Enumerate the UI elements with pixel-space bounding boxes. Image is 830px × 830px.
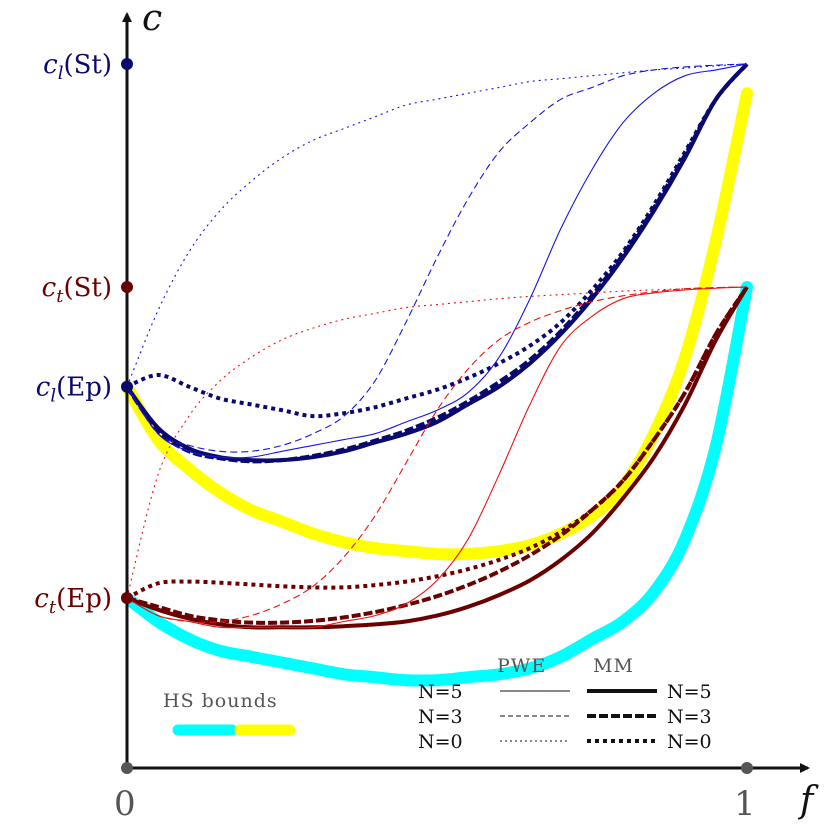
series-pwe-ct-n5 bbox=[126, 286, 748, 629]
x-axis-label: f bbox=[797, 780, 819, 821]
series-pwe-cl-n0 bbox=[126, 63, 748, 387]
series-mm-ct-n0 bbox=[126, 285, 749, 600]
series-mm-ct-n5 bbox=[126, 285, 749, 630]
legend-mm-n0: N=0 bbox=[667, 731, 712, 753]
legend-pwe-n5: N=5 bbox=[418, 681, 463, 703]
series-hs-lower bbox=[121, 281, 753, 687]
series-pwe-cl-n5 bbox=[126, 63, 748, 459]
y-marker-label-0: cl(St) bbox=[43, 50, 112, 84]
legend-pwe-n0: N=0 bbox=[418, 731, 463, 753]
legend-hs-title: HS bounds bbox=[163, 690, 278, 712]
series-pwe-cl-n3 bbox=[126, 63, 748, 453]
y-marker-dot-0 bbox=[121, 58, 133, 70]
legend-pwe-n3: N=3 bbox=[418, 706, 463, 728]
legend-mm-n5: N=5 bbox=[667, 681, 712, 703]
y-axis-label: c bbox=[142, 0, 162, 39]
x-tick-label-0: 0 bbox=[114, 784, 136, 824]
y-marker-label-3: ct(Ep) bbox=[34, 584, 112, 618]
legend: HS bounds PWE MM N=5 N=3 N=0 N=5 N=3 N=0 bbox=[163, 655, 712, 753]
legend-pwe-title: PWE bbox=[497, 655, 546, 677]
series-pwe-ct-n3 bbox=[126, 286, 748, 623]
series-mm-cl-n5 bbox=[125, 62, 749, 463]
legend-mm-n3: N=3 bbox=[667, 706, 712, 728]
series-hs-upper bbox=[121, 87, 753, 561]
x-tick-label-1: 1 bbox=[734, 784, 756, 824]
origin-dot bbox=[121, 762, 133, 774]
legend-mm-title: MM bbox=[593, 655, 634, 677]
y-marker-dot-3 bbox=[121, 592, 133, 604]
series-layer bbox=[121, 62, 753, 687]
series-mm-cl-n3 bbox=[125, 62, 749, 464]
y-marker-dot-2 bbox=[121, 380, 133, 393]
y-marker-layer: cl(St) ct(St) cl(Ep) ct(Ep) bbox=[34, 50, 133, 618]
series-mm-cl-n0 bbox=[126, 62, 749, 419]
x-one-dot bbox=[741, 762, 753, 774]
y-marker-label-1: ct(St) bbox=[42, 273, 112, 307]
y-marker-dot-1 bbox=[121, 280, 133, 293]
y-marker-label-2: cl(Ep) bbox=[36, 373, 112, 407]
series-pwe-ct-n0 bbox=[126, 286, 748, 599]
